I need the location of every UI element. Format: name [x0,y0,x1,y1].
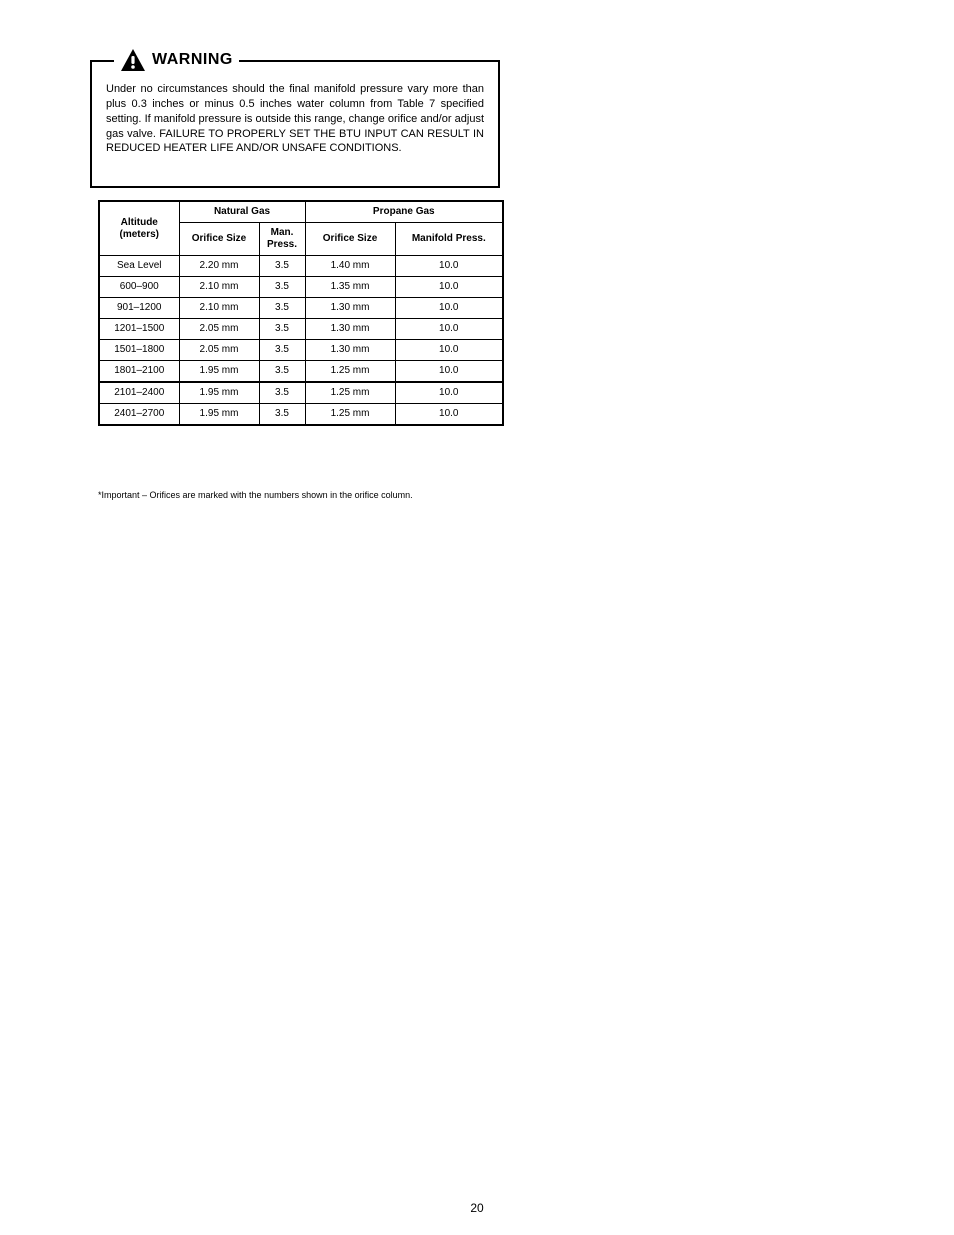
col-header-nat-orifice: Orifice Size [179,223,259,256]
cell-nat-pressure: 3.5 [259,298,305,319]
table-footnote: *Important – Orifices are marked with th… [98,490,502,501]
cell-prop-pressure: 10.0 [395,298,503,319]
table-row: 2101–2400 1.95 mm 3.5 1.25 mm 10.0 [99,382,503,404]
cell-nat-pressure: 3.5 [259,340,305,361]
cell-nat-pressure: 3.5 [259,361,305,383]
cell-altitude: 2401–2700 [99,404,179,426]
table-row: 1801–2100 1.95 mm 3.5 1.25 mm 10.0 [99,361,503,383]
col-header-prop-pressure: Manifold Press. [395,223,503,256]
warning-header: WARNING [114,48,239,72]
table-row: 2401–2700 1.95 mm 3.5 1.25 mm 10.0 [99,404,503,426]
cell-nat-pressure: 3.5 [259,256,305,277]
cell-altitude: 901–1200 [99,298,179,319]
cell-prop-orifice: 1.30 mm [305,319,395,340]
cell-altitude: Sea Level [99,256,179,277]
cell-altitude: 1501–1800 [99,340,179,361]
cell-altitude: 2101–2400 [99,382,179,404]
table-row: 901–1200 2.10 mm 3.5 1.30 mm 10.0 [99,298,503,319]
cell-nat-pressure: 3.5 [259,319,305,340]
cell-prop-pressure: 10.0 [395,361,503,383]
table-row: Sea Level 2.20 mm 3.5 1.40 mm 10.0 [99,256,503,277]
cell-prop-orifice: 1.25 mm [305,382,395,404]
cell-altitude: 600–900 [99,277,179,298]
orifice-table: Altitude (meters) Natural Gas Propane Ga… [98,200,504,426]
cell-prop-orifice: 1.25 mm [305,361,395,383]
cell-nat-orifice: 1.95 mm [179,382,259,404]
col-group-natural: Natural Gas [179,201,305,223]
cell-nat-orifice: 2.05 mm [179,340,259,361]
cell-altitude: 1801–2100 [99,361,179,383]
warning-body: Under no circumstances should the final … [106,82,484,156]
table-row: 600–900 2.10 mm 3.5 1.35 mm 10.0 [99,277,503,298]
page-number: 20 [0,1201,954,1215]
cell-prop-pressure: 10.0 [395,404,503,426]
cell-nat-orifice: 2.10 mm [179,277,259,298]
col-header-altitude: Altitude (meters) [99,201,179,256]
cell-nat-pressure: 3.5 [259,277,305,298]
cell-prop-pressure: 10.0 [395,340,503,361]
cell-prop-orifice: 1.40 mm [305,256,395,277]
cell-prop-pressure: 10.0 [395,382,503,404]
cell-altitude: 1201–1500 [99,319,179,340]
col-header-nat-pressure: Man. Press. [259,223,305,256]
cell-nat-pressure: 3.5 [259,382,305,404]
cell-prop-orifice: 1.30 mm [305,298,395,319]
cell-prop-pressure: 10.0 [395,319,503,340]
warning-box: WARNING Under no circumstances should th… [90,60,500,188]
col-group-propane: Propane Gas [305,201,503,223]
warning-title: WARNING [152,51,233,69]
cell-nat-orifice: 2.10 mm [179,298,259,319]
table-row: 1501–1800 2.05 mm 3.5 1.30 mm 10.0 [99,340,503,361]
warning-icon [120,48,146,72]
cell-nat-orifice: 2.20 mm [179,256,259,277]
cell-prop-orifice: 1.25 mm [305,404,395,426]
cell-nat-pressure: 3.5 [259,404,305,426]
cell-nat-orifice: 1.95 mm [179,361,259,383]
cell-prop-orifice: 1.30 mm [305,340,395,361]
table-row: 1201–1500 2.05 mm 3.5 1.30 mm 10.0 [99,319,503,340]
cell-prop-orifice: 1.35 mm [305,277,395,298]
col-header-prop-orifice: Orifice Size [305,223,395,256]
cell-nat-orifice: 1.95 mm [179,404,259,426]
cell-prop-pressure: 10.0 [395,256,503,277]
cell-nat-orifice: 2.05 mm [179,319,259,340]
cell-prop-pressure: 10.0 [395,277,503,298]
